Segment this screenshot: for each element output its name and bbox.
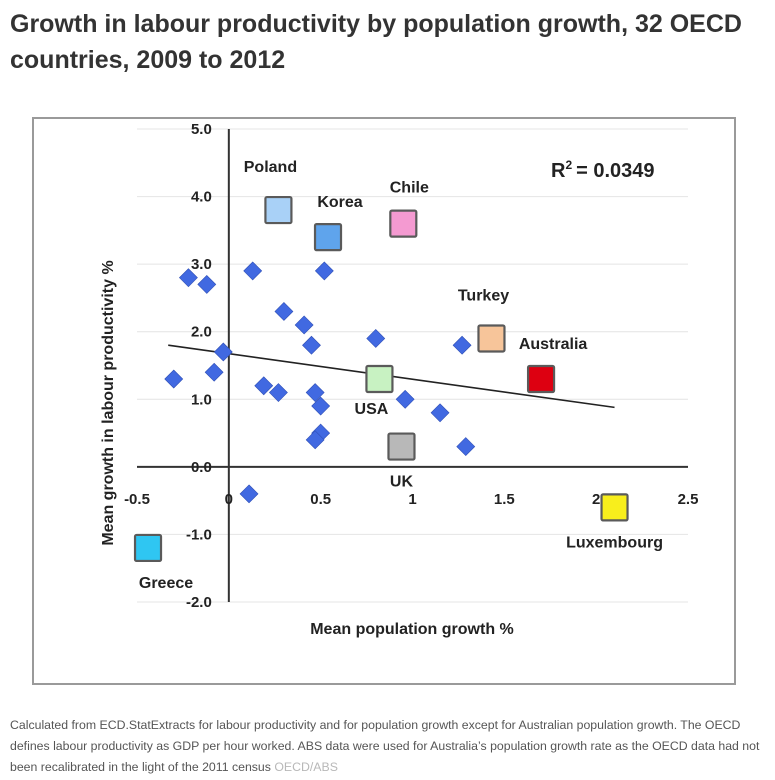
- x-tick-label: 1: [408, 491, 416, 508]
- gridlines: [137, 128, 688, 603]
- data-point: [452, 335, 472, 355]
- data-point: [213, 342, 233, 362]
- r-squared-symbol: R: [551, 160, 566, 182]
- data-point: [456, 437, 476, 457]
- country-marker-korea: [313, 223, 343, 252]
- scatter-chart: Poland Korea Chile Turkey Australia USA UK Luxe…: [100, 121, 698, 638]
- country-marker-luxembourg: [600, 493, 629, 522]
- figure-caption: Calculated from ECD.StatExtracts for lab…: [10, 715, 766, 778]
- data-point: [164, 369, 184, 389]
- data-point: [395, 389, 415, 409]
- r-squared-superscript: 2: [565, 158, 572, 172]
- country-label-luxembourg: Luxembourg: [566, 534, 663, 551]
- x-tick-label: -0.5: [124, 491, 150, 508]
- y-tick-label: 5.0: [191, 121, 212, 138]
- data-point: [305, 383, 325, 402]
- highlighted-countries: Poland Korea Chile Turkey Australia USA UK Luxe…: [133, 159, 663, 592]
- country-marker-greece: [133, 533, 163, 563]
- data-point: [274, 302, 294, 321]
- x-tick-label: 0.5: [310, 491, 331, 508]
- caption-text: Calculated from ECD.StatExtracts for lab…: [10, 718, 760, 774]
- y-axis-label: Mean growth in labour productivity %: [100, 260, 117, 545]
- data-point: [254, 376, 274, 396]
- data-point: [302, 335, 321, 355]
- data-point: [430, 403, 450, 423]
- y-tick-label: 2.0: [191, 324, 212, 341]
- data-point: [204, 362, 224, 382]
- data-points: [164, 261, 476, 504]
- data-point: [366, 329, 386, 348]
- data-point: [243, 261, 263, 281]
- x-tick-label: 2: [592, 491, 600, 508]
- country-label-turkey: Turkey: [458, 287, 509, 304]
- data-point: [294, 315, 314, 335]
- r-squared-annotation: R2 = 0.0349: [551, 158, 655, 182]
- chart-frame: Poland Korea Chile Turkey Australia USA UK Luxe…: [32, 117, 736, 685]
- y-tick-label: 0.0: [191, 459, 212, 476]
- country-label-chile: Chile: [390, 180, 429, 197]
- country-marker-poland: [264, 195, 293, 225]
- data-point: [268, 383, 288, 402]
- country-label-korea: Korea: [317, 194, 362, 211]
- data-point: [305, 430, 325, 450]
- chart-title: Growth in labour productivity by populat…: [10, 10, 742, 74]
- source-link[interactable]: OECD/ABS: [274, 760, 338, 774]
- y-tick-label: -2.0: [186, 594, 212, 611]
- data-point: [179, 268, 198, 288]
- r-squared-value: = 0.0349: [576, 160, 654, 182]
- country-label-usa: USA: [355, 401, 389, 418]
- y-tick-labels: -2.0 -1.0 0.0 1.0 2.0 3.0 4.0 5.0: [186, 121, 212, 611]
- data-point: [197, 274, 217, 294]
- country-label-poland: Poland: [244, 159, 297, 176]
- country-marker-australia: [526, 364, 556, 394]
- country-label-greece: Greece: [139, 575, 193, 592]
- data-point: [311, 396, 331, 416]
- y-tick-label: 3.0: [191, 256, 212, 273]
- x-axis-label: Mean population growth %: [310, 621, 514, 638]
- x-tick-labels: -0.5 0 0.5 1 1.5 2 2.5: [124, 491, 698, 508]
- country-marker-uk: [387, 432, 416, 461]
- axes: [137, 129, 688, 602]
- country-marker-turkey: [477, 324, 506, 353]
- country-label-australia: Australia: [519, 336, 588, 353]
- x-tick-label: 0: [225, 491, 233, 508]
- country-label-uk: UK: [390, 474, 414, 491]
- y-tick-label: -1.0: [186, 526, 212, 543]
- x-tick-label: 1.5: [494, 491, 515, 508]
- y-tick-label: 1.0: [191, 391, 212, 408]
- country-marker-chile: [389, 209, 418, 238]
- x-tick-label: 2.5: [678, 491, 699, 508]
- data-point: [314, 261, 334, 281]
- country-marker-usa: [365, 364, 394, 394]
- data-point: [239, 484, 259, 504]
- y-tick-label: 4.0: [191, 189, 212, 206]
